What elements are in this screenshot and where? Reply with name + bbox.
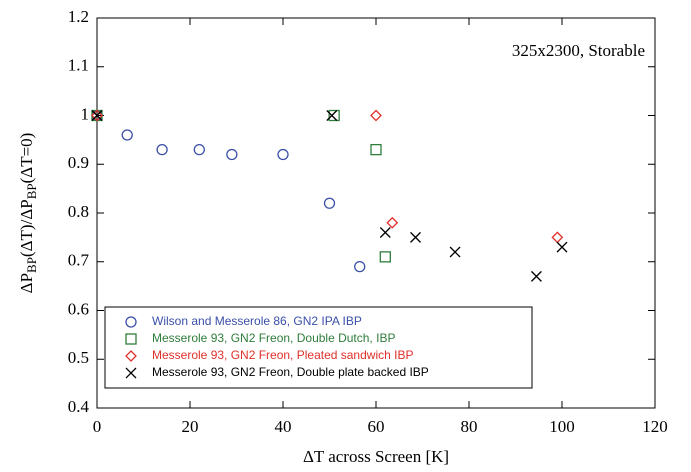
y-tick-label: 0.4: [68, 397, 90, 416]
point: [226, 148, 238, 161]
point: [91, 109, 103, 122]
x-tick-label: 100: [549, 417, 575, 436]
point: [379, 227, 391, 238]
point: [449, 246, 461, 258]
legend-box: [104, 306, 533, 389]
legend-marker: [125, 316, 137, 328]
point: [323, 197, 336, 209]
point: [193, 143, 205, 156]
point: [370, 109, 382, 122]
y-axis-label-part: (ΔT)/ΔP: [17, 199, 36, 257]
point: [556, 241, 568, 253]
legend-marker: [125, 350, 137, 362]
y-tick-label: 0.6: [68, 299, 89, 318]
legend-label: Messerole 93, GN2 Freon, Double Dutch, I…: [152, 331, 395, 345]
point: [379, 251, 391, 263]
point: [551, 231, 564, 244]
point: [328, 109, 340, 122]
y-axis-label-part: BP: [24, 183, 39, 199]
x-tick-label: 0: [93, 417, 102, 436]
y-tick-label: 1.1: [68, 56, 89, 75]
point: [121, 129, 133, 141]
y-axis-label-part: BP: [24, 257, 39, 273]
y-tick-label: 1.2: [68, 7, 89, 26]
point: [156, 143, 168, 156]
point: [277, 148, 289, 161]
point: [530, 270, 542, 282]
legend-label: Messerole 93, GN2 Freon, Double plate ba…: [152, 365, 429, 379]
x-tick-label: 20: [182, 417, 199, 436]
point: [386, 216, 399, 229]
point: [354, 260, 366, 273]
legend-marker: [125, 333, 137, 345]
y-tick-label: 0.8: [68, 202, 89, 221]
y-axis-label: ΔPBP(ΔT)/ΔPBP(ΔT=0): [17, 133, 39, 294]
x-tick-label: 120: [642, 417, 668, 436]
legend-label: Messerole 93, GN2 Freon, Pleated sandwic…: [152, 348, 413, 362]
x-axis-label: ΔT across Screen [K]: [303, 447, 449, 466]
legend-label: Wilson and Messerole 86, GN2 IPA IBP: [152, 314, 362, 328]
point: [91, 110, 103, 121]
x-tick-label: 80: [461, 417, 478, 436]
y-axis-label-part: ΔP: [17, 273, 36, 293]
annotation: 325x2300, Storable: [512, 41, 645, 60]
y-tick-label: 0.5: [68, 348, 89, 367]
legend-marker: [125, 367, 137, 379]
x-tick-label: 60: [368, 417, 385, 436]
y-tick-label: 0.7: [68, 251, 90, 270]
x-tick-label: 40: [275, 417, 292, 436]
point: [410, 231, 421, 243]
point: [326, 110, 338, 121]
point: [370, 143, 382, 156]
y-axis-label-part: (ΔT=0): [17, 133, 36, 184]
y-tick-label: 0.9: [68, 153, 89, 172]
y-tick-label: 1: [81, 104, 90, 123]
